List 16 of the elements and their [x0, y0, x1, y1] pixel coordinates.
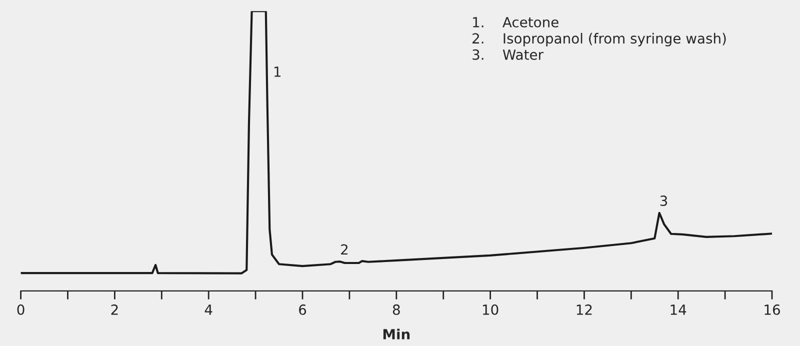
x-tick-label: 0 [17, 304, 24, 315]
x-tick-label: 12 [576, 304, 592, 315]
annotation: 2 [341, 244, 348, 255]
annotation: 3. Water [472, 49, 544, 60]
annotation: 1. Acetone [473, 17, 558, 28]
annotation: 2. Isopropanol (from syringe wash) [472, 32, 726, 46]
x-tick-label: 10 [482, 304, 498, 315]
x-tick-label: 16 [764, 304, 780, 315]
x-tick-label: 14 [670, 304, 686, 315]
annotation: 1 [274, 66, 280, 77]
x-tick-label: 2 [111, 304, 118, 315]
x-tick-label: 6 [299, 304, 306, 315]
x-axis-title: Min [383, 328, 410, 340]
annotation: 3 [660, 196, 668, 206]
x-tick-label: 4 [204, 304, 212, 315]
x-tick-label: 8 [392, 304, 400, 315]
